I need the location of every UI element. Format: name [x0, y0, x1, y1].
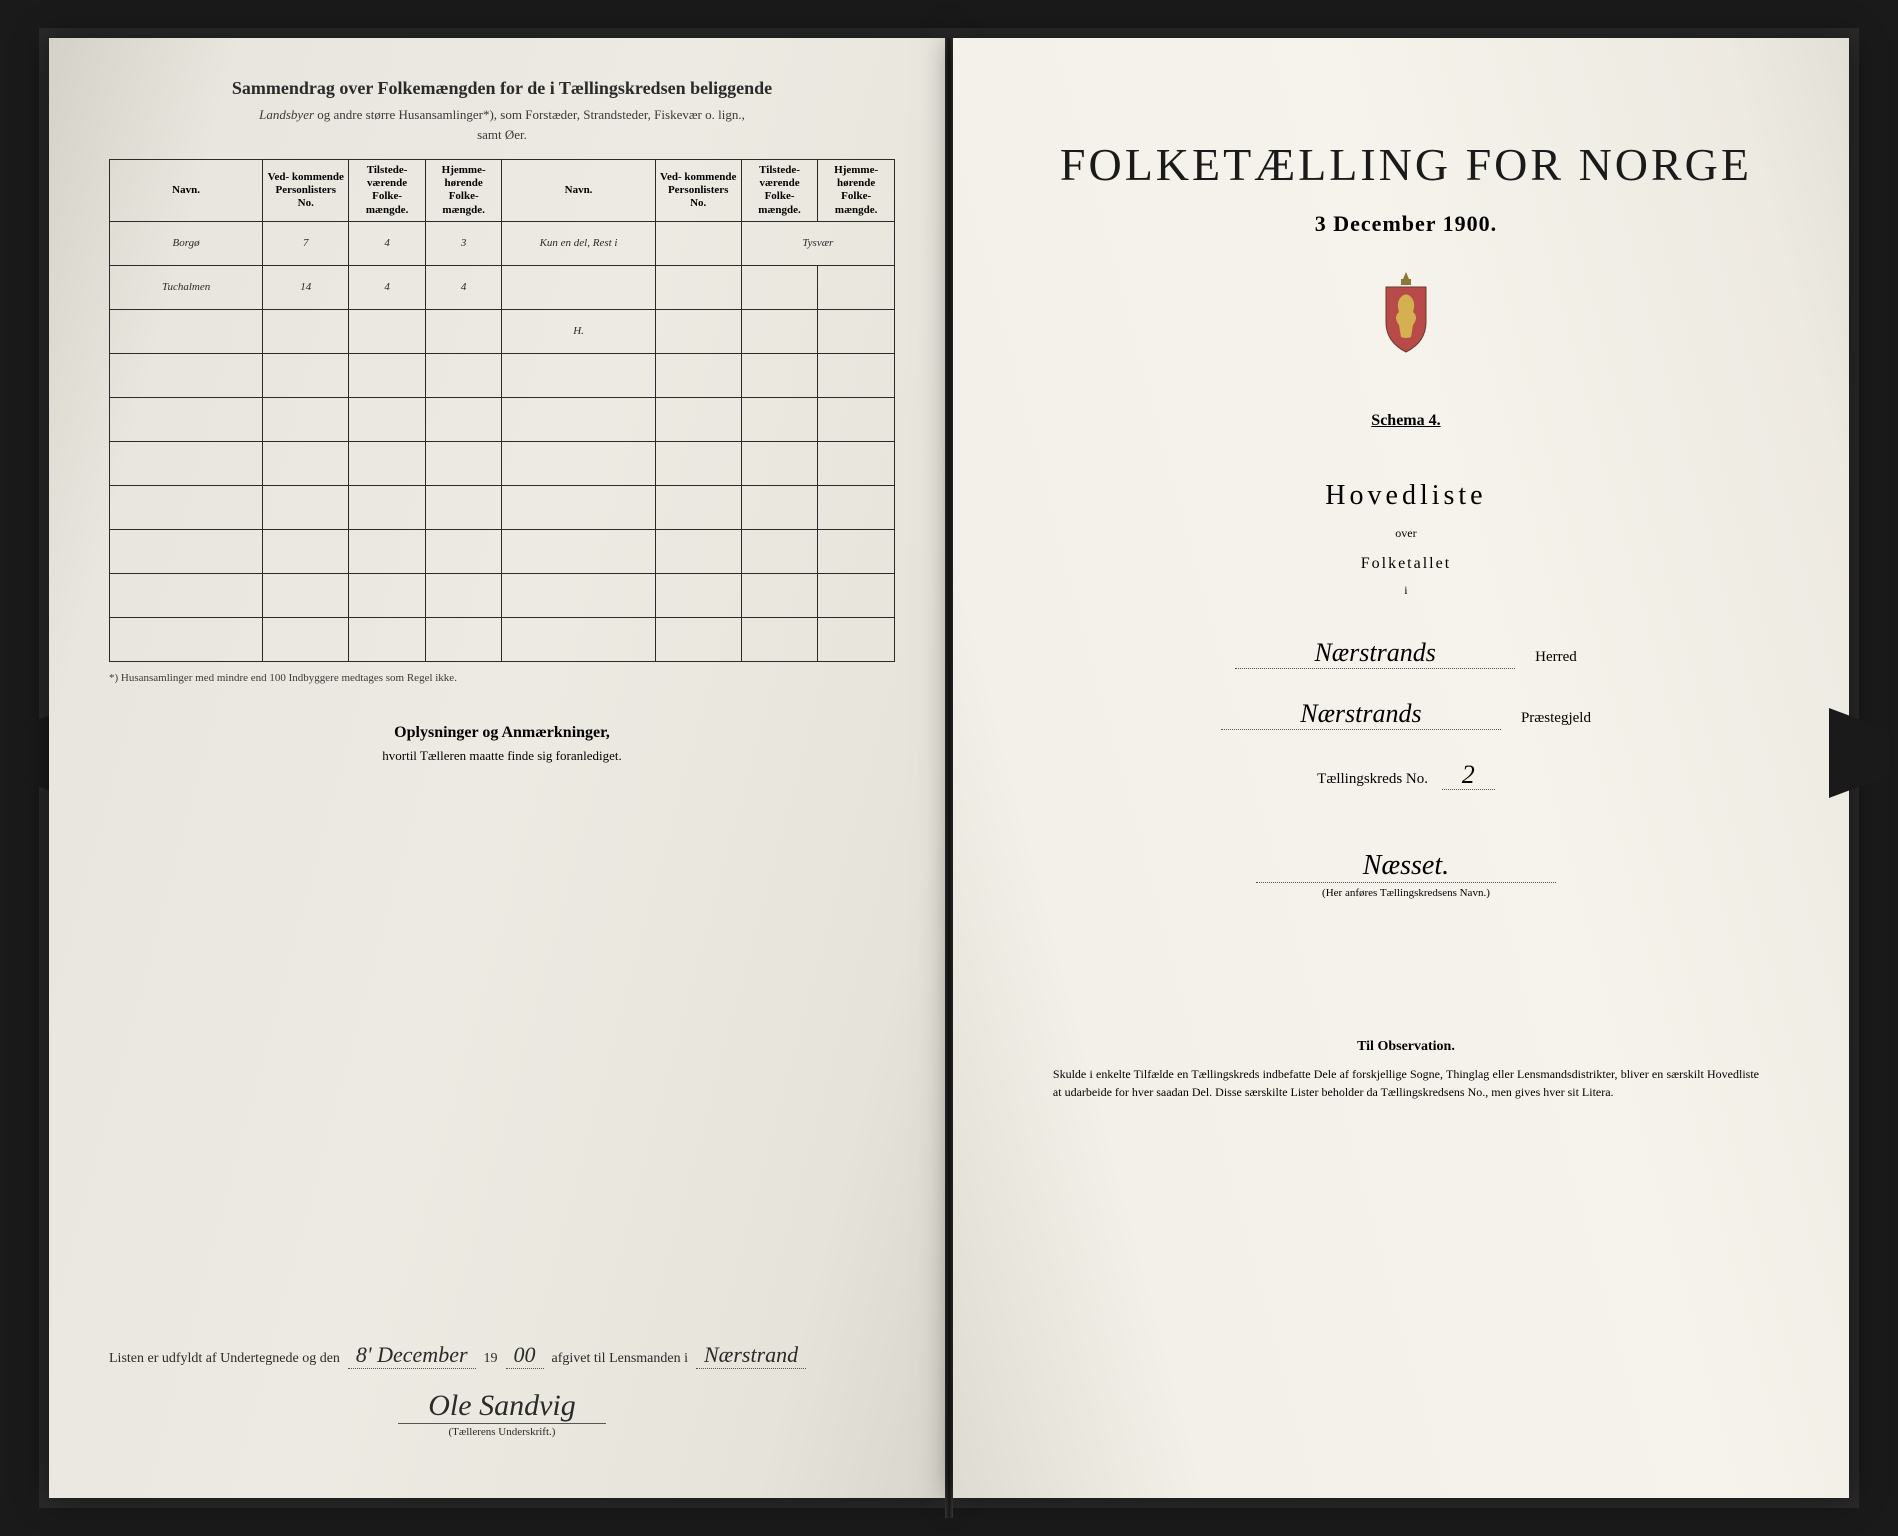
cell-tilst: 4 — [349, 221, 426, 265]
coat-of-arms-icon — [1371, 267, 1441, 357]
cell-note: H. — [502, 309, 655, 353]
cell — [425, 309, 502, 353]
sig-place: Nærstrand — [696, 1342, 806, 1369]
kreds-name: Næsset. — [1256, 850, 1556, 883]
footnote: *) Husansamlinger med mindre end 100 Ind… — [109, 672, 895, 684]
sig-date: 8' December — [348, 1342, 476, 1369]
table-row — [110, 353, 895, 397]
cell — [655, 265, 741, 309]
oplysninger-section: Oplysninger og Anmærkninger, hvortil Tæl… — [109, 724, 895, 764]
cell — [502, 265, 655, 309]
signature: Ole Sandvig (Tællerens Underskrift.) — [109, 1389, 895, 1438]
book-spread: Sammendrag over Folkemængden for de i Tæ… — [39, 28, 1859, 1508]
sig-year-prefix: 19 — [484, 1351, 498, 1367]
col-hjem-1: Hjemme- hørende Folke- mængde. — [425, 160, 502, 222]
table-row: H. — [110, 309, 895, 353]
kreds-label: Tællingskreds No. — [1317, 771, 1428, 787]
table-row — [110, 485, 895, 529]
col-ved-2: Ved- kommende Personlisters No. — [655, 160, 741, 222]
oplysninger-title: Oplysninger og Anmærkninger, — [109, 724, 895, 742]
cell — [655, 221, 741, 265]
cell-note1: Kun en del, Rest i — [502, 221, 655, 265]
left-page: Sammendrag over Folkemængden for de i Tæ… — [49, 38, 945, 1498]
folketallet: Folketallet — [1023, 555, 1789, 573]
cell — [349, 309, 426, 353]
signature-line: Listen er udfyldt af Undertegnede og den… — [109, 1342, 895, 1369]
subtitle-italic: Landsbyer — [259, 107, 314, 122]
signature-block: Listen er udfyldt af Undertegnede og den… — [109, 1342, 895, 1438]
col-ved-1: Ved- kommende Personlisters No. — [263, 160, 349, 222]
cell-ved: 7 — [263, 221, 349, 265]
observation-section: Til Observation. Skulde i enkelte Tilfæl… — [1023, 1039, 1789, 1101]
table-row — [110, 529, 895, 573]
cell — [110, 309, 263, 353]
col-navn-2: Navn. — [502, 160, 655, 222]
left-subtitle: Landsbyer og andre større Husansamlinger… — [109, 105, 895, 144]
table-row: Tuchalmen 14 4 4 — [110, 265, 895, 309]
table-body: Borgø 7 4 3 Kun en del, Rest i Tysvær Tu… — [110, 221, 895, 661]
cell — [263, 309, 349, 353]
signature-name: Ole Sandvig — [398, 1389, 605, 1424]
cell-ved: 14 — [263, 265, 349, 309]
census-table: Navn. Ved- kommende Personlisters No. Ti… — [109, 159, 895, 662]
praeste-label: Præstegjeld — [1521, 710, 1591, 727]
kreds-name-row: Næsset. (Her anføres Tællingskredsens Na… — [1023, 820, 1789, 899]
cell — [655, 309, 741, 353]
observation-text: Skulde i enkelte Tilfælde en Tællingskre… — [1023, 1065, 1789, 1101]
cell — [741, 309, 818, 353]
observation-title: Til Observation. — [1023, 1039, 1789, 1055]
table-row — [110, 573, 895, 617]
hovedliste: Hovedliste — [1023, 480, 1789, 512]
subtitle-line2: samt Øer. — [477, 127, 527, 142]
oplysninger-sub: hvortil Tælleren maatte finde sig foranl… — [109, 748, 895, 764]
kreds-number: 2 — [1442, 760, 1495, 790]
main-title: FOLKETÆLLING FOR NORGE — [1023, 138, 1789, 191]
cell — [741, 265, 818, 309]
main-date: 3 December 1900. — [1023, 211, 1789, 237]
over-label: over — [1023, 526, 1789, 541]
subtitle-rest: og andre større Husansamlinger*), som Fo… — [314, 107, 745, 122]
i-label: i — [1023, 583, 1789, 598]
left-header: Sammendrag over Folkemængden for de i Tæ… — [109, 78, 895, 144]
schema-label: Schema 4. — [1023, 412, 1789, 430]
cell-navn: Tuchalmen — [110, 265, 263, 309]
herred-row: Nærstrands Herred — [1023, 638, 1789, 669]
cell-hjem: 4 — [425, 265, 502, 309]
praeste-row: Nærstrands Præstegjeld — [1023, 699, 1789, 730]
table-row — [110, 397, 895, 441]
table-row — [110, 441, 895, 485]
cell-tilst: 4 — [349, 265, 426, 309]
book-spine — [945, 38, 953, 1518]
table-row: Borgø 7 4 3 Kun en del, Rest i Tysvær — [110, 221, 895, 265]
signature-label: (Tællerens Underskrift.) — [109, 1426, 895, 1438]
kreds-row: Tællingskreds No. 2 — [1023, 760, 1789, 790]
binder-clip-right — [1829, 708, 1889, 798]
right-page: FOLKETÆLLING FOR NORGE 3 December 1900. … — [953, 38, 1849, 1498]
col-tilst-1: Tilstede- værende Folke- mængde. — [349, 160, 426, 222]
herred-label: Herred — [1535, 649, 1577, 666]
cell-note2: Tysvær — [741, 221, 894, 265]
cell — [818, 265, 895, 309]
sig-text1: Listen er udfyldt af Undertegnede og den — [109, 1351, 340, 1367]
col-navn-1: Navn. — [110, 160, 263, 222]
herred-fill: Nærstrands — [1235, 638, 1515, 669]
table-row — [110, 617, 895, 661]
cell — [818, 309, 895, 353]
left-title: Sammendrag over Folkemængden for de i Tæ… — [109, 78, 895, 99]
right-content: FOLKETÆLLING FOR NORGE 3 December 1900. … — [1023, 138, 1789, 1101]
sig-text2: afgivet til Lensmanden i — [552, 1351, 688, 1367]
col-hjem-2: Hjemme- hørende Folke- mængde. — [818, 160, 895, 222]
cell-hjem: 3 — [425, 221, 502, 265]
col-tilst-2: Tilstede- værende Folke- mængde. — [741, 160, 818, 222]
cell-navn: Borgø — [110, 221, 263, 265]
sig-year-fill: 00 — [506, 1342, 544, 1369]
praeste-fill: Nærstrands — [1221, 699, 1501, 730]
kreds-caption: (Her anføres Tællingskredsens Navn.) — [1023, 887, 1789, 899]
